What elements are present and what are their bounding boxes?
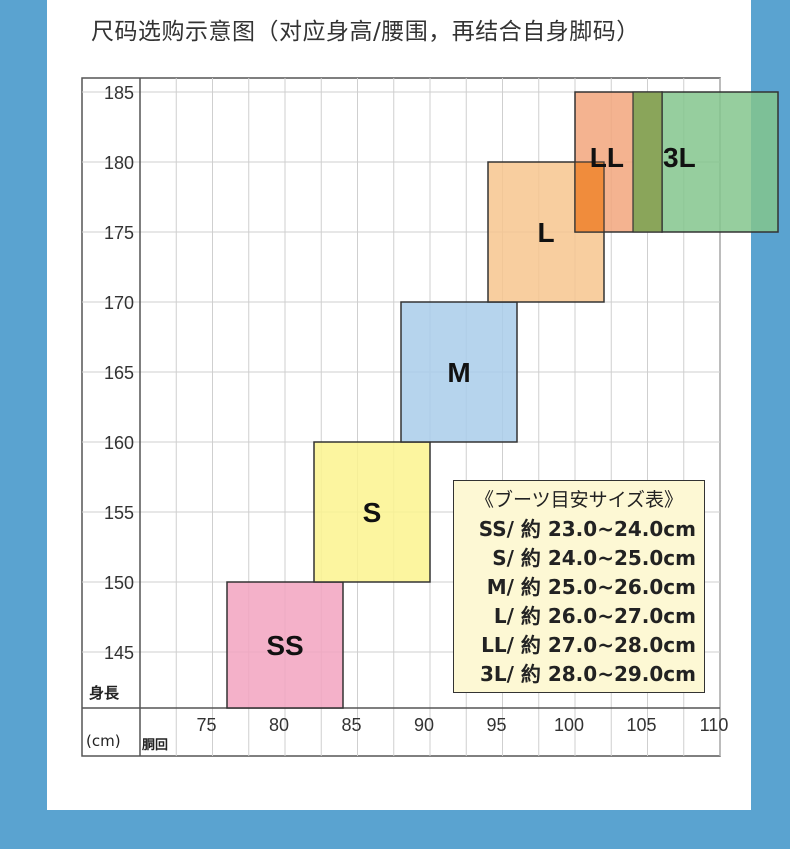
y-tick-label: 165 bbox=[104, 363, 134, 383]
size-region-3l bbox=[661, 91, 779, 233]
boot-row-ll: LL/ 約 27.0~28.0cm bbox=[481, 633, 696, 657]
region-label-s: S bbox=[363, 497, 382, 528]
x-axis-label: 胴回 bbox=[142, 738, 168, 753]
x-tick-label: 105 bbox=[626, 715, 656, 735]
overlap-ll-3l bbox=[632, 91, 663, 233]
size-region-ss bbox=[226, 581, 344, 709]
boot-row-ss: SS/ 約 23.0~24.0cm bbox=[478, 517, 696, 541]
region-label-l: L bbox=[537, 217, 554, 248]
size-region-m bbox=[400, 301, 518, 443]
x-tick-label: 75 bbox=[196, 715, 216, 735]
region-label-ss: SS bbox=[266, 630, 303, 661]
y-tick-label: 185 bbox=[104, 83, 134, 103]
x-tick-label: 110 bbox=[700, 715, 729, 735]
x-tick-label: 80 bbox=[269, 715, 289, 735]
boot-table-title: 《ブーツ目安サイズ表》 bbox=[474, 489, 684, 511]
unit-label: (cm) bbox=[86, 732, 121, 750]
overlap-l-ll bbox=[574, 161, 605, 233]
y-tick-label: 145 bbox=[104, 643, 134, 663]
x-tick-label: 100 bbox=[554, 715, 584, 735]
size-region-s bbox=[313, 441, 431, 583]
y-tick-label: 170 bbox=[104, 293, 134, 313]
boot-size-table: 《ブーツ目安サイズ表》 SS/ 約 23.0~24.0cm S/ 約 24.0~… bbox=[453, 480, 705, 693]
boot-row-m: M/ 約 25.0~26.0cm bbox=[486, 575, 696, 599]
x-tick-label: 85 bbox=[341, 715, 361, 735]
y-tick-label: 175 bbox=[104, 223, 134, 243]
page-title: 尺码选购示意图（对应身高/腰围，再结合自身脚码） bbox=[91, 19, 640, 45]
region-label-ll: LL bbox=[590, 142, 624, 173]
y-tick-label: 150 bbox=[104, 573, 134, 593]
boot-row-3l: 3L/ 約 28.0~29.0cm bbox=[479, 662, 696, 686]
x-tick-label: 95 bbox=[486, 715, 506, 735]
x-tick-label: 90 bbox=[414, 715, 434, 735]
boot-row-l: L/ 約 26.0~27.0cm bbox=[493, 604, 696, 628]
y-tick-label: 180 bbox=[104, 153, 134, 173]
y-tick-label: 160 bbox=[104, 433, 134, 453]
region-label-3l: 3L bbox=[663, 142, 696, 173]
boot-row-s: S/ 約 24.0~25.0cm bbox=[492, 546, 696, 570]
y-tick-label: 155 bbox=[104, 503, 134, 523]
y-axis-label: 身長 bbox=[89, 684, 120, 702]
region-label-m: M bbox=[447, 357, 470, 388]
